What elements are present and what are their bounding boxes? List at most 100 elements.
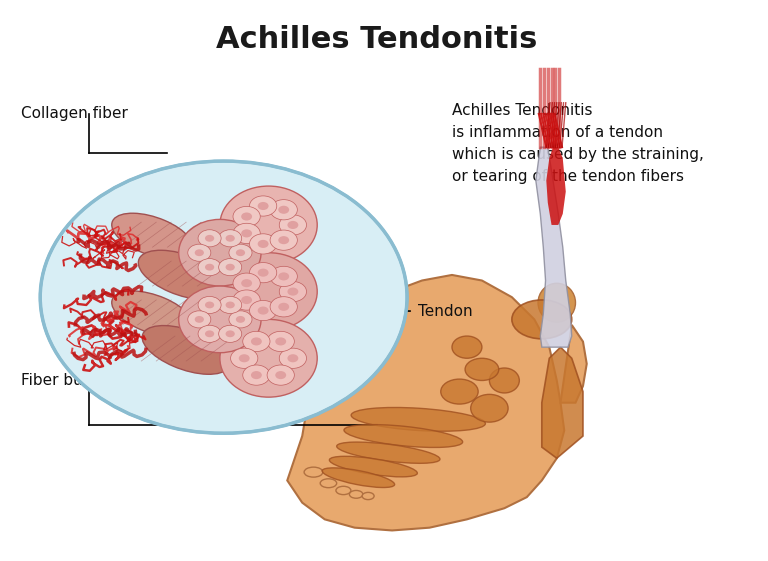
Ellipse shape	[511, 300, 571, 339]
Circle shape	[267, 365, 294, 385]
Circle shape	[226, 330, 235, 337]
Circle shape	[205, 235, 214, 242]
Ellipse shape	[489, 368, 519, 393]
Ellipse shape	[142, 325, 230, 374]
Ellipse shape	[220, 186, 317, 264]
Circle shape	[198, 296, 221, 314]
Circle shape	[230, 348, 258, 369]
Ellipse shape	[304, 467, 323, 477]
Circle shape	[287, 288, 298, 296]
Circle shape	[187, 311, 211, 328]
Circle shape	[194, 316, 204, 323]
Circle shape	[187, 244, 211, 261]
Ellipse shape	[112, 291, 194, 337]
Circle shape	[229, 244, 252, 261]
Circle shape	[219, 296, 242, 314]
Circle shape	[241, 213, 252, 220]
Circle shape	[198, 325, 221, 342]
Ellipse shape	[336, 486, 351, 495]
Circle shape	[250, 234, 276, 254]
Polygon shape	[541, 347, 583, 458]
Text: Achilles Tendonitis: Achilles Tendonitis	[217, 25, 538, 54]
Text: Fiber bundle: Fiber bundle	[22, 373, 117, 388]
Polygon shape	[561, 325, 587, 403]
Ellipse shape	[179, 219, 261, 286]
Circle shape	[258, 306, 269, 315]
Circle shape	[280, 282, 306, 302]
Ellipse shape	[220, 319, 317, 397]
Ellipse shape	[344, 425, 462, 448]
Circle shape	[226, 301, 235, 309]
Circle shape	[280, 215, 306, 235]
Circle shape	[198, 230, 221, 247]
Circle shape	[287, 354, 298, 362]
Circle shape	[250, 263, 276, 283]
Circle shape	[275, 337, 286, 346]
Circle shape	[205, 330, 214, 337]
Circle shape	[233, 290, 260, 310]
Ellipse shape	[441, 379, 478, 404]
Circle shape	[280, 348, 306, 369]
Ellipse shape	[362, 493, 374, 500]
Circle shape	[241, 279, 252, 287]
Circle shape	[198, 259, 221, 275]
Circle shape	[241, 296, 252, 304]
Circle shape	[229, 311, 252, 328]
Circle shape	[270, 200, 297, 220]
Ellipse shape	[471, 394, 508, 422]
Circle shape	[236, 249, 245, 256]
Text: Tendon: Tendon	[419, 304, 473, 319]
Ellipse shape	[322, 468, 395, 488]
Circle shape	[241, 229, 252, 237]
Ellipse shape	[220, 252, 317, 330]
Circle shape	[219, 325, 242, 342]
Circle shape	[250, 301, 276, 321]
Circle shape	[270, 230, 297, 250]
Circle shape	[226, 264, 235, 270]
Ellipse shape	[465, 358, 498, 380]
Circle shape	[205, 301, 214, 309]
Circle shape	[258, 240, 269, 248]
Ellipse shape	[329, 456, 417, 477]
Polygon shape	[546, 147, 566, 225]
Circle shape	[194, 249, 204, 256]
Polygon shape	[536, 147, 571, 347]
Circle shape	[243, 365, 270, 385]
Ellipse shape	[349, 490, 362, 498]
Circle shape	[287, 221, 298, 229]
Circle shape	[40, 161, 407, 433]
Circle shape	[270, 297, 297, 317]
Circle shape	[219, 230, 242, 247]
Circle shape	[243, 332, 270, 352]
Ellipse shape	[452, 336, 482, 358]
Ellipse shape	[138, 250, 227, 300]
Circle shape	[251, 371, 262, 379]
Ellipse shape	[336, 442, 440, 463]
Circle shape	[205, 264, 214, 270]
Ellipse shape	[179, 286, 261, 353]
Circle shape	[278, 273, 290, 280]
Circle shape	[233, 206, 260, 227]
Circle shape	[250, 196, 276, 216]
Circle shape	[239, 354, 250, 362]
Circle shape	[270, 266, 297, 287]
Ellipse shape	[351, 407, 485, 431]
Ellipse shape	[112, 213, 194, 259]
Ellipse shape	[320, 479, 336, 488]
Circle shape	[278, 303, 290, 311]
Circle shape	[275, 371, 286, 379]
Circle shape	[233, 273, 260, 293]
Circle shape	[278, 206, 290, 214]
Circle shape	[219, 259, 242, 275]
Circle shape	[267, 332, 294, 352]
Ellipse shape	[538, 283, 575, 322]
Circle shape	[258, 269, 269, 277]
Circle shape	[236, 316, 245, 323]
Circle shape	[278, 236, 290, 244]
Circle shape	[233, 223, 260, 243]
Circle shape	[258, 202, 269, 210]
Polygon shape	[287, 275, 564, 531]
Text: Achilles Tendonitis
is inflammation of a tendon
which is caused by the straining: Achilles Tendonitis is inflammation of a…	[452, 103, 703, 185]
Text: Collagen fiber: Collagen fiber	[22, 107, 128, 121]
Circle shape	[226, 235, 235, 242]
